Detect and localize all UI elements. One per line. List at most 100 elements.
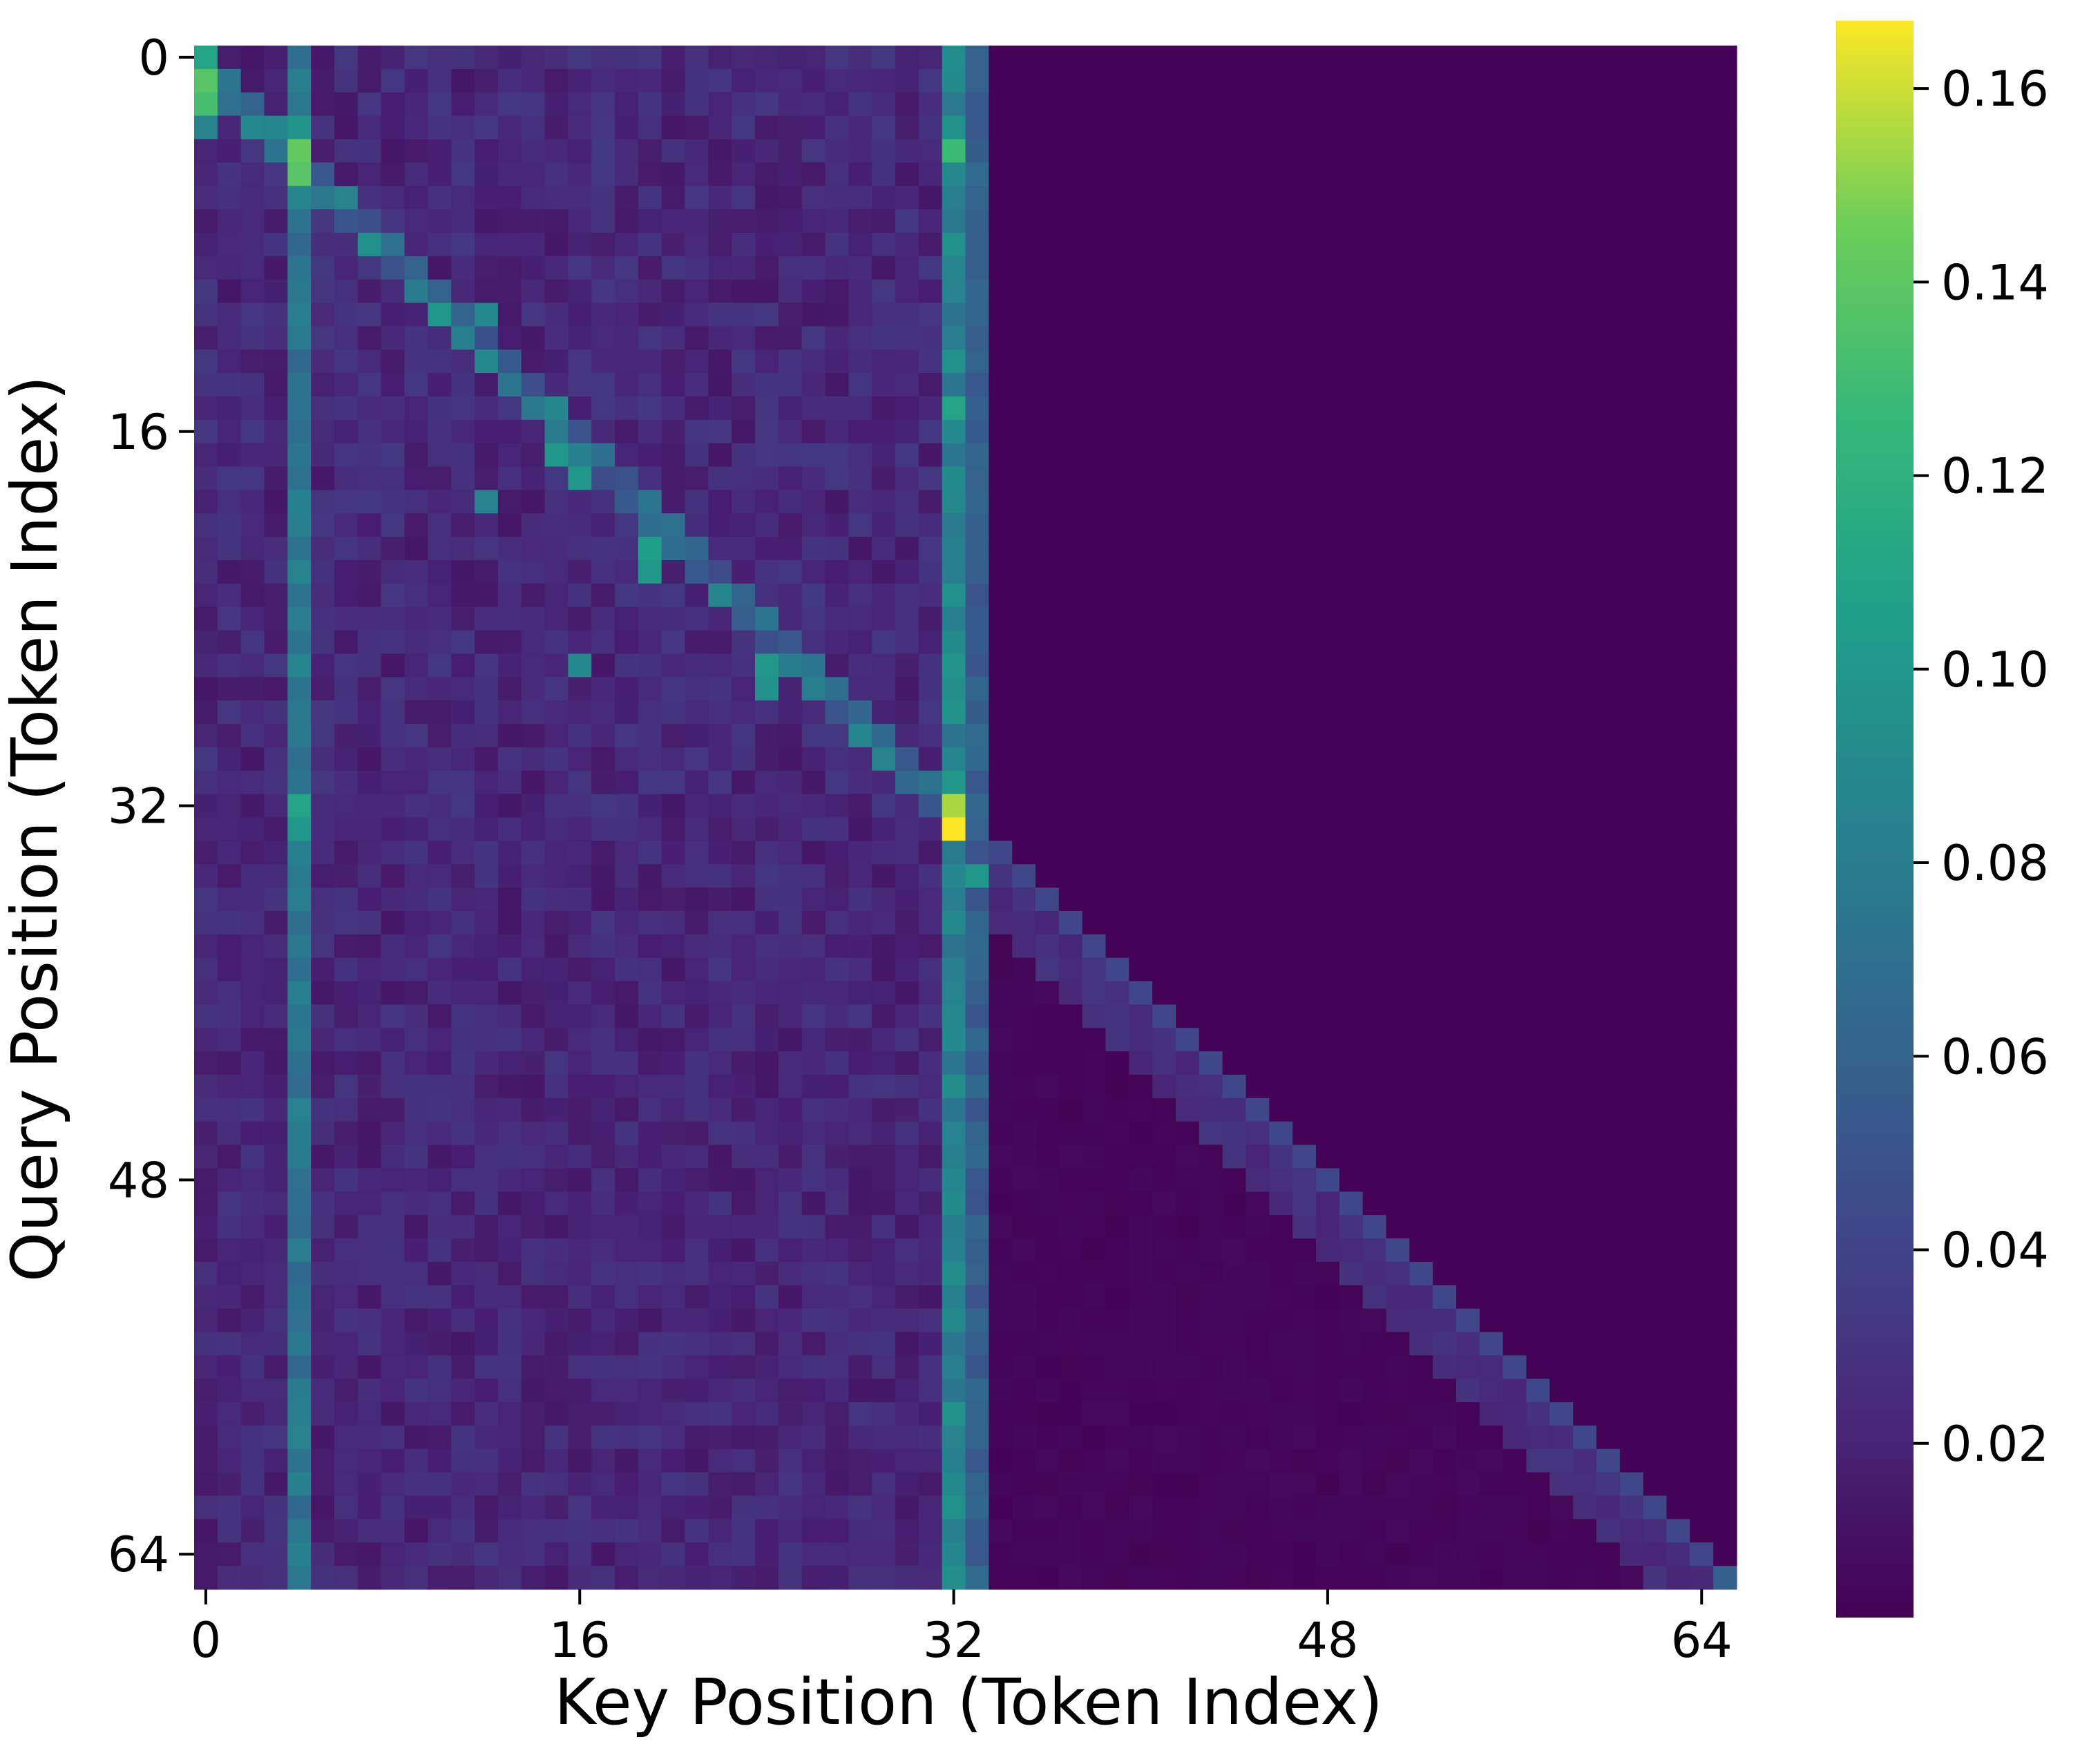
heatmap-cell — [1526, 747, 1550, 771]
heatmap-cell — [801, 115, 826, 140]
heatmap-cell — [1502, 68, 1527, 93]
heatmap-cell — [1409, 139, 1433, 163]
heatmap-cell — [1339, 1332, 1364, 1356]
heatmap-cell — [521, 1168, 546, 1192]
heatmap-cell — [591, 68, 616, 93]
heatmap-cell — [1058, 46, 1083, 70]
heatmap-cell — [591, 1191, 616, 1216]
heatmap-cell — [1596, 1542, 1621, 1566]
heatmap-cell — [989, 1075, 1013, 1099]
heatmap-cell — [1012, 115, 1036, 140]
heatmap-cell — [1596, 256, 1621, 280]
heatmap-cell — [661, 1051, 686, 1075]
heatmap-cell — [451, 1448, 475, 1473]
heatmap-cell — [1386, 326, 1410, 350]
heatmap-cell — [1690, 396, 1714, 421]
heatmap-cell — [591, 373, 616, 397]
heatmap-cell — [357, 1472, 382, 1497]
heatmap-cell — [1713, 1075, 1737, 1099]
heatmap-cell — [1105, 1472, 1129, 1497]
heatmap-cell — [1246, 1168, 1270, 1192]
heatmap-cell — [475, 606, 499, 631]
heatmap-cell — [1129, 1238, 1153, 1263]
heatmap-cell — [568, 1542, 592, 1566]
heatmap-cell — [1082, 1472, 1107, 1497]
heatmap-cell — [240, 537, 265, 561]
heatmap-cell — [1433, 256, 1457, 280]
heatmap-cell — [1456, 1004, 1480, 1028]
heatmap-cell — [1433, 630, 1457, 655]
heatmap-cell — [1362, 490, 1387, 514]
heatmap-cell — [1339, 68, 1364, 93]
heatmap-cell — [240, 1097, 265, 1122]
heatmap-cell — [1362, 1075, 1387, 1099]
heatmap-cell — [1152, 279, 1176, 304]
heatmap-cell — [895, 443, 919, 468]
heatmap-cell — [895, 373, 919, 397]
heatmap-cell — [942, 841, 966, 865]
heatmap-cell — [1643, 864, 1668, 888]
heatmap-cell — [661, 841, 686, 865]
heatmap-cell — [1199, 1379, 1223, 1403]
heatmap-cell — [1456, 724, 1480, 748]
heatmap-cell — [311, 279, 335, 304]
heatmap-cell — [1176, 1285, 1200, 1310]
heatmap-cell — [661, 396, 686, 421]
heatmap-cell — [1479, 115, 1504, 140]
heatmap-cell — [1339, 1191, 1364, 1216]
heatmap-cell — [264, 630, 288, 655]
heatmap-cell — [568, 1051, 592, 1075]
heatmap-cell — [1129, 1215, 1153, 1239]
heatmap-cell — [381, 1308, 405, 1333]
heatmap-cell — [1666, 630, 1690, 655]
heatmap-cell — [1666, 934, 1690, 959]
heatmap-cell — [1222, 443, 1247, 468]
heatmap-cell — [1012, 326, 1036, 350]
heatmap-cell — [1036, 1495, 1060, 1520]
heatmap-cell — [1339, 256, 1364, 280]
heatmap-cell — [1549, 1308, 1574, 1333]
heatmap-cell — [428, 981, 452, 1006]
heatmap-cell — [755, 770, 779, 795]
heatmap-cell — [918, 92, 943, 117]
heatmap-cell — [615, 560, 639, 584]
heatmap-cell — [1713, 490, 1737, 514]
heatmap-cell — [475, 279, 499, 304]
heatmap-cell — [1690, 443, 1714, 468]
heatmap-cell — [1246, 279, 1270, 304]
heatmap-cell — [801, 794, 826, 818]
heatmap-cell — [475, 1566, 499, 1590]
heatmap-cell — [1339, 162, 1364, 186]
heatmap-cell — [1129, 817, 1153, 841]
heatmap-cell — [1479, 841, 1504, 865]
heatmap-cell — [521, 256, 546, 280]
heatmap-cell — [544, 279, 569, 304]
heatmap-cell — [895, 209, 919, 233]
heatmap-cell — [1222, 1542, 1247, 1566]
heatmap-cell — [334, 443, 359, 468]
heatmap-cell — [521, 910, 546, 935]
heatmap-cell — [848, 209, 872, 233]
heatmap-cell — [544, 700, 569, 725]
heatmap-cell — [1713, 934, 1737, 959]
heatmap-cell — [1690, 466, 1714, 491]
heatmap-cell — [1362, 303, 1387, 327]
heatmap-cell — [1619, 92, 1644, 117]
heatmap-cell — [755, 139, 779, 163]
heatmap-cell — [1713, 606, 1737, 631]
heatmap-cell — [965, 747, 989, 771]
heatmap-cell — [615, 630, 639, 655]
heatmap-cell — [1246, 747, 1270, 771]
heatmap-cell — [895, 934, 919, 959]
heatmap-cell — [1362, 232, 1387, 257]
heatmap-cell — [1573, 419, 1597, 444]
heatmap-cell — [1152, 490, 1176, 514]
heatmap-cell — [1129, 841, 1153, 865]
heatmap-cell — [404, 162, 428, 186]
heatmap-cell — [1012, 1168, 1036, 1192]
heatmap-cell — [1036, 303, 1060, 327]
heatmap-cell — [1129, 92, 1153, 117]
heatmap-cell — [1292, 279, 1317, 304]
heatmap-cell — [1502, 537, 1527, 561]
